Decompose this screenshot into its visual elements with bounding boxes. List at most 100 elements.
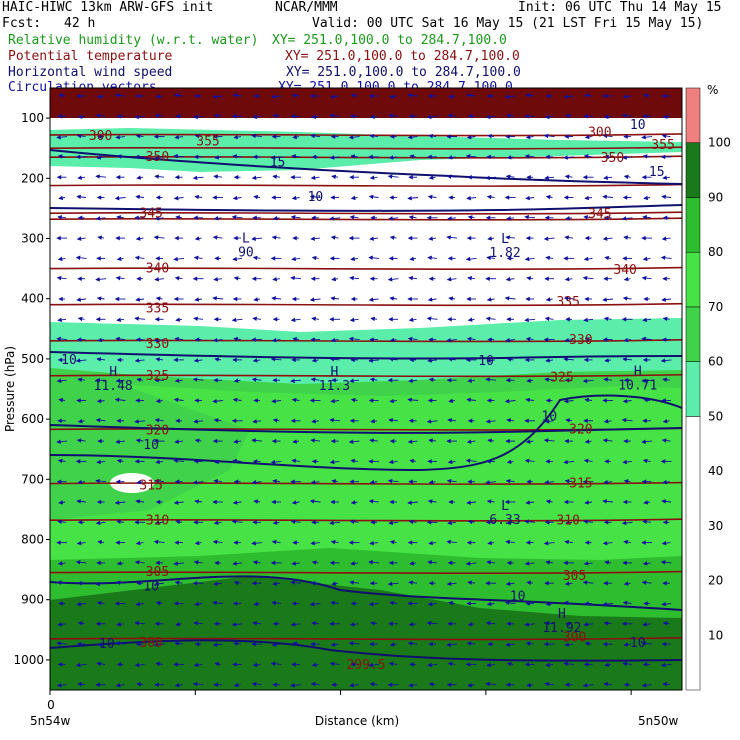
colorbar-band	[685, 416, 701, 691]
colorbar-tick-label: 100	[708, 136, 731, 150]
vector-arrow	[291, 93, 300, 98]
vector-arrow	[388, 357, 398, 362]
vector-arrow	[524, 317, 536, 323]
vector-arrow	[564, 276, 573, 282]
vector-arrow	[311, 662, 319, 668]
vector-arrow	[564, 174, 573, 179]
vector-arrow	[58, 195, 66, 201]
vector-arrow	[212, 539, 223, 545]
colorbar-band	[685, 87, 701, 143]
vector-arrow	[369, 682, 378, 687]
vector-arrow	[465, 154, 477, 159]
vector-arrow	[565, 520, 573, 525]
y-tick-label: 500	[21, 352, 44, 366]
vector-arrow	[76, 601, 87, 607]
vector-arrow	[77, 621, 85, 626]
org-label: NCAR/MMM	[275, 0, 338, 15]
vector-arrow	[174, 580, 183, 585]
vector-arrow	[95, 581, 107, 587]
vector-arrow	[526, 580, 534, 586]
vector-arrow	[57, 622, 67, 627]
vector-arrow	[408, 622, 417, 627]
vector-arrow	[233, 134, 242, 140]
vector-arrow	[350, 93, 358, 98]
vector-arrow	[213, 418, 222, 423]
vector-arrow	[97, 235, 105, 240]
vector-arrow	[57, 458, 66, 464]
rh-band-90-100	[50, 576, 682, 690]
vector-arrow	[311, 560, 319, 565]
vector-arrow	[466, 195, 477, 201]
vector-arrow	[370, 418, 378, 424]
vector-arrow	[544, 621, 554, 626]
theta-label: 310	[556, 514, 579, 529]
vector-arrow	[467, 317, 475, 322]
theta-label: 340	[613, 263, 636, 278]
vector-arrow	[272, 520, 280, 525]
wind-label: 10	[61, 353, 77, 368]
vector-arrow	[408, 683, 418, 688]
vector-arrow	[544, 681, 555, 687]
vector-arrow	[96, 155, 106, 160]
vector-arrow	[271, 337, 281, 343]
vector-arrow	[115, 134, 126, 140]
vector-arrow	[407, 397, 419, 403]
vector-arrow	[134, 114, 146, 120]
vector-arrow	[290, 214, 301, 220]
vector-arrow	[446, 235, 458, 240]
vector-arrow	[56, 683, 67, 688]
vector-arrow	[252, 621, 262, 626]
vector-arrow	[251, 175, 262, 181]
colorbar-tick-label: 30	[708, 519, 723, 533]
vector-arrow	[272, 418, 280, 423]
colorbar-tick-label: 50	[708, 409, 723, 423]
theta-label: 355	[196, 134, 219, 149]
wind-labels: 15 15 10 10 10 10 10 10 10 10 10 10	[61, 118, 664, 652]
extremum-value: 11.48	[94, 379, 133, 394]
wind-contour	[50, 149, 682, 185]
vector-arrow	[77, 479, 86, 485]
theta-line	[50, 211, 682, 215]
vector-arrow	[387, 478, 399, 484]
vector-arrow	[389, 296, 398, 301]
vector-arrow	[154, 113, 164, 118]
vector-arrow	[253, 601, 261, 607]
vector-arrow	[213, 581, 223, 586]
vector-arrow	[270, 459, 282, 465]
vector-arrow	[485, 316, 496, 321]
vector-arrow	[193, 114, 204, 120]
vector-arrow	[642, 317, 652, 323]
vector-arrow	[310, 681, 320, 687]
vector-arrow	[368, 255, 380, 261]
vector-arrow	[641, 336, 653, 342]
vector-arrow	[543, 540, 555, 546]
rh-band-upper	[50, 128, 682, 172]
vector-arrow	[485, 681, 497, 687]
vector-arrow	[446, 539, 458, 545]
vector-arrow	[155, 357, 164, 362]
vector-arrow	[388, 520, 399, 526]
vector-arrow	[348, 439, 360, 444]
colorbar-tick-label: 20	[708, 574, 723, 588]
vector-arrow	[134, 358, 145, 363]
vector-arrow	[603, 419, 612, 424]
vector-arrow	[135, 194, 145, 200]
wind-label: 15	[270, 155, 286, 170]
vector-arrow	[155, 296, 163, 301]
vector-arrow	[135, 601, 145, 607]
vector-arrow	[97, 337, 105, 343]
vector-arrow	[231, 317, 243, 323]
vector-arrow	[232, 458, 243, 464]
vector-arrow	[95, 417, 106, 423]
vector-arrow	[214, 661, 222, 667]
vector-arrow	[387, 277, 399, 282]
vector-arrow	[428, 438, 437, 443]
x-axis-label: Distance (km)	[315, 714, 399, 728]
vector-arrow	[136, 377, 144, 383]
vector-arrow	[545, 194, 553, 200]
vector-arrow	[621, 520, 633, 526]
vector-arrow	[96, 357, 106, 362]
vector-arrow	[311, 419, 320, 424]
vector-arrow	[350, 195, 358, 201]
vector-arrow	[369, 540, 379, 546]
